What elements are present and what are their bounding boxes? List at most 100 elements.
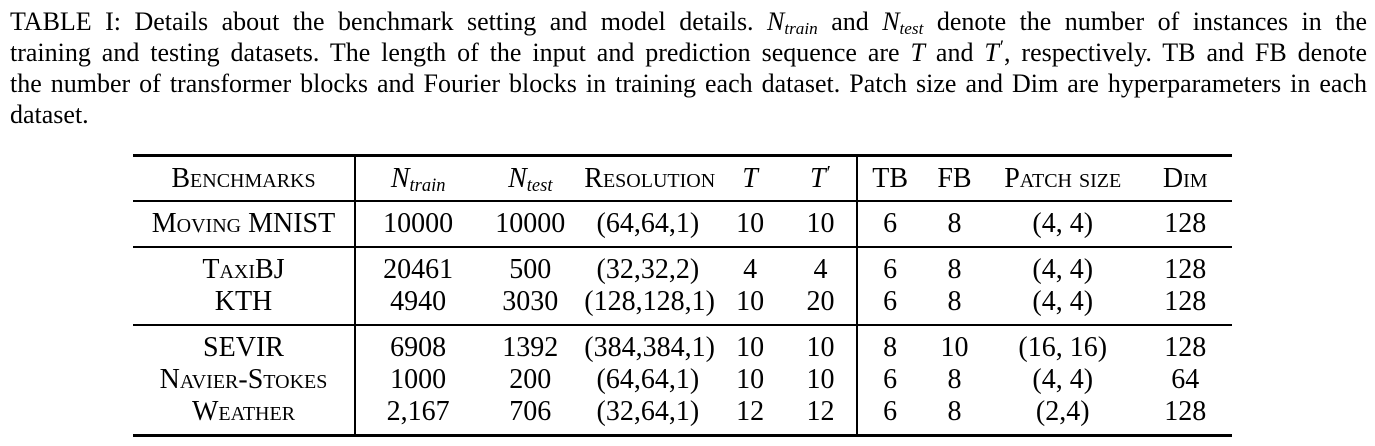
math-subscript: test (527, 175, 553, 195)
cell-benchmarks: Weather (133, 396, 356, 436)
cell-dim: 128 (1164, 208, 1207, 239)
cell-benchmarks: TaxiBJ (133, 247, 356, 286)
math-subscript-text: train (784, 18, 818, 38)
cell-t-prime: 12 (784, 396, 859, 436)
cell-t-prime: 10 (784, 364, 859, 396)
cell-dim: 128 (1164, 396, 1207, 427)
cell-patch-size: (4, 4) (1032, 254, 1094, 285)
cell-t: 4 (743, 254, 758, 285)
math-symbol: T′ (809, 161, 831, 194)
math-symbol: T′ (984, 38, 1004, 67)
cell-tb: 8 (883, 332, 898, 363)
cell-benchmarks: KTH (133, 286, 356, 325)
column-header-t-prime: T′ (784, 155, 859, 202)
cell-t-prime: 4 (784, 247, 859, 286)
column-header-label: Dim (1162, 163, 1208, 194)
column-header-patch-size: Patch size (986, 155, 1139, 202)
caption-line: the number of transformer blocks and Fou… (10, 68, 1367, 99)
math-symbol: Ntest (508, 163, 553, 195)
math-prime: ′ (999, 37, 1004, 59)
column-header-tb: TB (857, 155, 923, 202)
table-row: Moving MNIST 10000 10000 (64,64,1) 10 10 6 8 (4,… (133, 201, 1232, 247)
cell-dim: 64 (1171, 364, 1200, 395)
header-row: Benchmarks Ntrain Ntest Resolution T T′ TB FB Pa… (133, 155, 1232, 202)
cell-patch-size: (2,4) (1035, 396, 1090, 427)
cell-n-train: 1000 (390, 364, 447, 395)
cell-n-train: 6908 (390, 332, 447, 363)
cell-t-prime: 10 (784, 201, 859, 247)
cell-n-train: 4940 (390, 286, 447, 317)
cell-tb: 6 (883, 208, 898, 239)
column-header-label: TB (872, 163, 909, 194)
cell-n-train: 2,167 (386, 396, 450, 427)
column-header-fb: FB (922, 155, 987, 202)
cell-fb: 8 (947, 396, 962, 427)
cell-dim: 128 (1164, 332, 1207, 363)
cell-tb: 6 (883, 364, 898, 395)
column-header-dim: Dim (1138, 155, 1232, 202)
math-subscript-text: train (409, 175, 446, 196)
cell-fb: 10 (940, 332, 969, 363)
math-subscript: train (784, 19, 817, 38)
benchmark-table: Benchmarks Ntrain Ntest Resolution T T′ TB FB Pa… (133, 154, 1232, 437)
math-subscript-text: test (526, 175, 553, 196)
caption-text: dataset. (10, 100, 89, 129)
cell-n-test: 10000 (495, 208, 566, 239)
table-group-1: Moving MNIST 10000 10000 (64,64,1) 10 10 6 8 (4,… (133, 201, 1232, 247)
column-header-n-train: Ntrain (355, 155, 481, 202)
cell-patch-size: (4, 4) (1032, 208, 1094, 239)
cell-n-test: 3030 (502, 286, 559, 317)
caption-text: and (924, 38, 985, 67)
cell-resolution: (32,64,1) (596, 396, 700, 427)
cell-fb: 8 (947, 364, 962, 395)
math-base: T (984, 38, 999, 67)
cell-dim: 128 (1164, 286, 1207, 317)
cell-benchmarks: Navier-Stokes (133, 364, 356, 396)
caption-text: , respectively. TB and FB denote (1003, 38, 1367, 67)
math-base: N (882, 7, 900, 36)
caption-text: the number of transformer blocks and Fou… (10, 69, 1367, 98)
table-caption: TABLE I: Details about the benchmark set… (10, 6, 1367, 130)
column-header-label: Patch size (1004, 163, 1122, 194)
caption-text: training and testing datasets. The lengt… (10, 38, 911, 67)
math-base: T (742, 163, 758, 194)
math-base: T (809, 163, 826, 194)
cell-resolution: (128,128,1) (584, 286, 715, 317)
math-base: N (508, 163, 527, 194)
table-row: KTH 4940 3030 (128,128,1) 10 20 6 8 (4, 4) 128 (133, 286, 1232, 325)
cell-n-train: 10000 (383, 208, 454, 239)
cell-patch-size: (4, 4) (1032, 286, 1094, 317)
caption-line: training and testing datasets. The lengt… (10, 37, 1367, 68)
table-row: SEVIR 6908 1392 (384,384,1) 10 10 8 10 (16, 16) 1… (133, 325, 1232, 364)
cell-n-test: 1392 (502, 332, 559, 363)
table-group-3: SEVIR 6908 1392 (384,384,1) 10 10 8 10 (16, 16) 1… (133, 325, 1232, 436)
column-header-n-test: Ntest (480, 155, 581, 202)
cell-patch-size: (4, 4) (1032, 364, 1094, 395)
math-base: N (767, 7, 785, 36)
cell-patch-size: (16, 16) (1018, 332, 1108, 363)
cell-fb: 8 (947, 254, 962, 285)
cell-tb: 6 (883, 396, 898, 427)
cell-t: 12 (736, 396, 765, 427)
column-header-label: FB (937, 163, 972, 194)
cell-resolution: (64,64,1) (596, 364, 700, 395)
math-base: T (910, 38, 925, 67)
math-subscript: test (900, 19, 924, 38)
cell-n-test: 706 (509, 396, 552, 427)
math-subscript: train (410, 175, 446, 195)
table-header: Benchmarks Ntrain Ntest Resolution T T′ TB FB Pa… (133, 155, 1232, 202)
math-subscript-text: test (899, 18, 924, 38)
cell-t-prime: 10 (784, 325, 859, 364)
math-prime: ′ (826, 161, 831, 184)
cell-tb: 6 (883, 286, 898, 317)
column-header-label: Resolution (584, 163, 716, 194)
column-header-t: T (715, 155, 785, 202)
math-symbol: T (742, 163, 758, 194)
cell-dim: 128 (1164, 254, 1207, 285)
cell-benchmarks: Moving MNIST (133, 201, 356, 247)
cell-t-prime: 20 (784, 286, 859, 325)
table-row: Navier-Stokes 1000 200 (64,64,1) 10 10 6 8 (4, 4… (133, 364, 1232, 396)
math-base: N (390, 163, 410, 194)
cell-resolution: (32,32,2) (596, 254, 700, 285)
cell-n-train: 20461 (383, 254, 454, 285)
